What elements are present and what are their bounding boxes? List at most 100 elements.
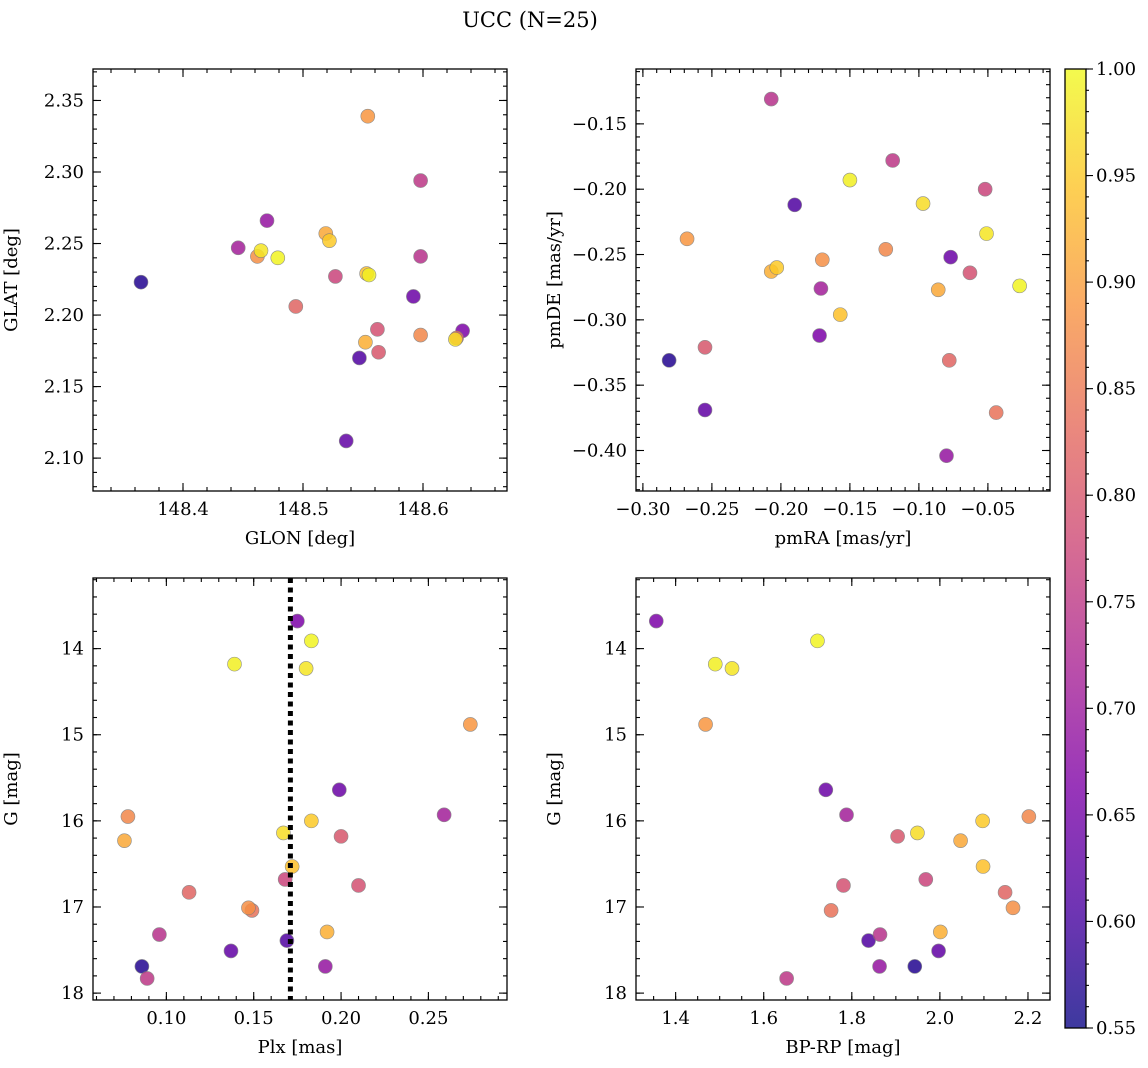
member-point xyxy=(448,332,463,347)
colorbar-frame xyxy=(1064,68,1087,1029)
figure-title: UCC (N=25) xyxy=(462,8,598,32)
member-point xyxy=(298,661,314,676)
y-axis-label: G [mag] xyxy=(544,752,565,825)
x-tick-label: 2.0 xyxy=(926,1008,955,1029)
panels: 148.4 148.5 148.6 2.10 2.15 2.20 2.25 2.30 2.35 G… xyxy=(1,68,1051,1058)
y-tick-label: 2.30 xyxy=(44,162,84,183)
panel-pmra-pmde: −0.30 −0.25 −0.20 −0.15 −0.10 −0.05 −0.40 −0.35… xyxy=(544,68,1051,549)
x-tick-label: 0.20 xyxy=(321,1008,361,1029)
member-point xyxy=(943,249,958,265)
member-point xyxy=(360,108,376,124)
member-point xyxy=(288,299,304,314)
member-point xyxy=(1012,278,1027,294)
y-tick-label: 14 xyxy=(61,639,84,660)
member-point xyxy=(813,281,829,296)
member-point xyxy=(648,613,664,629)
member-point xyxy=(304,813,319,829)
y-tick-label: 2.35 xyxy=(44,90,84,111)
data-layer xyxy=(117,578,478,1000)
axes-frame xyxy=(635,68,1051,492)
y-tick-label: −0.15 xyxy=(572,114,627,135)
member-point xyxy=(931,943,946,959)
y-axis-label: pmDE [mas/yr] xyxy=(544,211,565,349)
y-tick-label: −0.40 xyxy=(572,440,627,461)
y-tick-label: 14 xyxy=(604,639,627,660)
member-point xyxy=(133,274,149,290)
member-point xyxy=(997,885,1013,900)
member-point xyxy=(979,226,994,241)
x-tick-label: 0.10 xyxy=(146,1008,186,1029)
member-point xyxy=(413,173,428,188)
member-point xyxy=(139,971,155,986)
y-tick-label: 15 xyxy=(604,725,627,746)
x-tick-label: −0.25 xyxy=(684,499,739,520)
y-tick-label: 18 xyxy=(61,983,84,1004)
member-point xyxy=(941,353,957,368)
axes-frame xyxy=(92,68,508,492)
panel-plx-g: 0.10 0.15 0.20 0.25 14 15 16 17 18 Plx [mas] G [ma… xyxy=(1,577,508,1058)
x-axis-label: BP-RP [mag] xyxy=(785,1037,900,1058)
member-point xyxy=(977,181,993,197)
member-point xyxy=(230,240,246,256)
y-tick-label: 2.10 xyxy=(44,448,84,469)
member-point xyxy=(810,633,825,649)
member-point xyxy=(361,267,377,283)
member-point xyxy=(338,433,354,449)
x-tick-label: 2.2 xyxy=(1014,1008,1043,1029)
member-point xyxy=(910,825,925,841)
member-point xyxy=(304,633,319,649)
member-point xyxy=(818,782,834,798)
member-point xyxy=(352,350,367,366)
member-point xyxy=(413,249,428,264)
member-point xyxy=(823,903,839,918)
member-point xyxy=(915,196,931,211)
member-point xyxy=(697,402,713,418)
x-tick-label: 1.8 xyxy=(837,1008,866,1029)
y-tick-label: −0.35 xyxy=(572,375,627,396)
colorbar-tick-label: 1.00 xyxy=(1096,59,1136,80)
colorbar-gradient xyxy=(1065,69,1086,1028)
y-tick-label: −0.20 xyxy=(572,179,627,200)
colorbar-tick-label: 0.90 xyxy=(1096,272,1136,293)
colorbar-tick-label: 0.80 xyxy=(1096,485,1136,506)
y-tick-label: 2.20 xyxy=(44,305,84,326)
member-point xyxy=(779,971,794,986)
minor-ticks xyxy=(636,578,1051,1000)
member-point xyxy=(413,327,428,343)
member-point xyxy=(697,339,713,355)
member-point xyxy=(290,613,305,629)
x-axis-label: Plx [mas] xyxy=(258,1037,343,1058)
data-layer xyxy=(133,108,470,449)
x-tick-label: 0.25 xyxy=(408,1008,448,1029)
member-point xyxy=(890,829,905,844)
x-tick-label: 148.6 xyxy=(397,499,449,520)
member-point xyxy=(872,959,887,974)
x-tick-label: 148.4 xyxy=(157,499,209,520)
member-point xyxy=(769,260,785,275)
member-point xyxy=(975,813,990,829)
member-point xyxy=(872,927,888,942)
y-tick-label: −0.25 xyxy=(572,245,627,266)
x-tick-label: 148.5 xyxy=(277,499,329,520)
x-tick-label: −0.05 xyxy=(960,499,1015,520)
member-point xyxy=(814,252,830,268)
member-point xyxy=(322,233,337,248)
member-point xyxy=(812,328,827,343)
x-tick-label: −0.15 xyxy=(822,499,877,520)
data-layer xyxy=(648,613,1037,986)
member-point xyxy=(152,927,167,942)
member-point xyxy=(763,91,779,107)
member-point xyxy=(953,833,968,848)
x-tick-label: 0.15 xyxy=(234,1008,274,1029)
member-point xyxy=(988,405,1004,420)
member-point xyxy=(918,872,934,887)
y-tick-label: 17 xyxy=(61,897,84,918)
y-axis-label: G [mag] xyxy=(1,752,22,825)
axes-frame xyxy=(92,577,508,1001)
member-point xyxy=(679,231,695,247)
x-axis-label: pmRA [mas/yr] xyxy=(775,528,912,549)
member-point xyxy=(333,829,349,844)
member-point xyxy=(371,344,386,360)
colorbar-tick-label: 0.60 xyxy=(1096,911,1136,932)
